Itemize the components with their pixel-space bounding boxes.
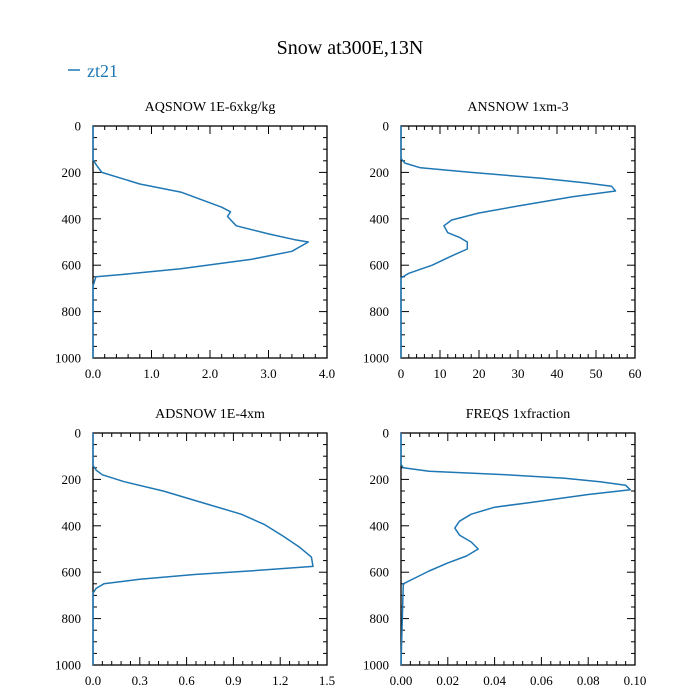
y-tick-label: 800 <box>62 611 82 626</box>
y-tick-label: 600 <box>62 258 82 273</box>
x-tick-label: 0.04 <box>483 673 506 688</box>
legend-label: zt21 <box>87 61 118 81</box>
y-tick-label: 200 <box>370 165 390 180</box>
y-tick-label: 0 <box>75 426 82 441</box>
y-tick-label: 1000 <box>55 658 81 673</box>
x-tick-label: 3.0 <box>260 366 276 381</box>
x-tick-label: 0 <box>398 366 405 381</box>
x-tick-label: 40 <box>551 366 564 381</box>
x-tick-label: 50 <box>590 366 603 381</box>
x-tick-label: 1.0 <box>143 366 159 381</box>
y-tick-label: 600 <box>62 565 82 580</box>
panel-title: FREQS 1xfraction <box>466 407 571 422</box>
y-tick-label: 200 <box>62 165 82 180</box>
plot-frame <box>92 125 328 359</box>
series-line <box>92 433 314 665</box>
panel-2: ANSNOW 1xm-30 10 20 30 40 50 60020040060080010… <box>363 100 642 381</box>
x-tick-label: 0.02 <box>436 673 459 688</box>
x-tick-label: 2.0 <box>202 366 218 381</box>
y-tick-label: 0 <box>383 426 390 441</box>
x-tick-label: 60 <box>629 366 642 381</box>
x-tick-label: 0.00 <box>390 673 413 688</box>
page-title: Snow at300E,13N <box>277 37 424 59</box>
plot-frame <box>400 125 636 359</box>
y-tick-label: 600 <box>370 258 390 273</box>
x-tick-label: 4.0 <box>319 366 335 381</box>
y-tick-label: 200 <box>370 472 390 487</box>
x-tick-label: 0.3 <box>132 673 148 688</box>
y-tick-label: 800 <box>62 304 82 319</box>
legend: zt21 <box>68 61 118 81</box>
y-tick-label: 1000 <box>363 351 389 366</box>
panel-title: AQSNOW 1E-6xkg/kg <box>145 100 276 115</box>
x-tick-label: 0.0 <box>85 366 101 381</box>
y-tick-label: 400 <box>62 211 82 226</box>
y-tick-label: 800 <box>370 611 390 626</box>
y-tick-label: 0 <box>75 119 82 134</box>
panel-1: AQSNOW 1E-6xkg/kg 0.0 1.0 2.0 3.0 4.0 0 200 400 6… <box>55 100 335 381</box>
series-line <box>92 126 310 358</box>
x-tick-label: 1.2 <box>272 673 288 688</box>
series-line <box>400 126 617 358</box>
y-tick-label: 600 <box>370 565 390 580</box>
y-tick-label: 1000 <box>55 351 81 366</box>
y-tick-label: 400 <box>62 518 82 533</box>
panel-4: FREQS 1xfraction 0.00 0.02 0.04 0.06 0.08 0.10… <box>363 407 646 688</box>
x-tick-label: 0.9 <box>225 673 241 688</box>
x-tick-label: 20 <box>473 366 486 381</box>
x-tick-label: 1.5 <box>319 673 335 688</box>
panel-3: ADSNOW 1E-4xm 0.0 0.3 0.6 0.9 1.2 1.5 0 200 400 60… <box>55 407 335 688</box>
x-tick-label: 0.06 <box>530 673 553 688</box>
y-tick-label: 200 <box>62 472 82 487</box>
x-tick-label: 10 <box>434 366 447 381</box>
plot-frame <box>400 432 636 666</box>
y-tick-label: 400 <box>370 518 390 533</box>
x-tick-label: 0.6 <box>178 673 195 688</box>
plot-frame <box>92 432 328 666</box>
x-tick-label: 0.0 <box>85 673 101 688</box>
y-tick-label: 1000 <box>363 658 389 673</box>
panel-title: ADSNOW 1E-4xm <box>155 407 265 422</box>
x-tick-label: 0.10 <box>624 673 647 688</box>
panel-title: ANSNOW 1xm-3 <box>467 100 568 115</box>
x-tick-label: 0.08 <box>577 673 600 688</box>
y-tick-label: 0 <box>383 119 390 134</box>
y-tick-label: 400 <box>370 211 390 226</box>
y-tick-label: 800 <box>370 304 390 319</box>
series-line <box>400 433 632 666</box>
x-tick-label: 30 <box>512 366 525 381</box>
